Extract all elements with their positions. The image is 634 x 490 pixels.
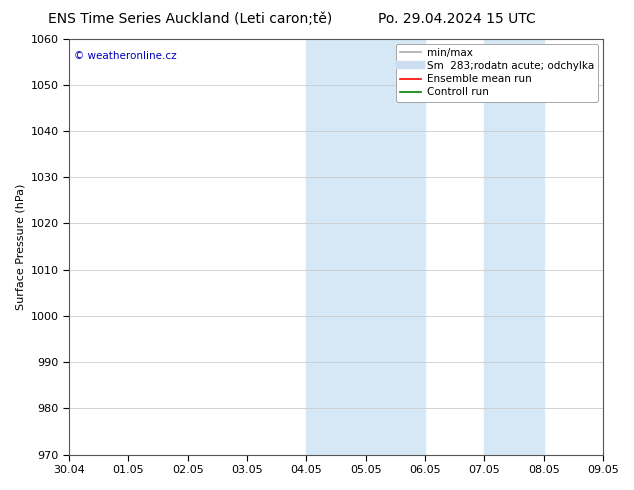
Legend: min/max, Sm  283;rodatn acute; odchylka, Ensemble mean run, Controll run: min/max, Sm 283;rodatn acute; odchylka, … (396, 44, 598, 101)
Text: © weatheronline.cz: © weatheronline.cz (74, 51, 177, 61)
Text: ENS Time Series Auckland (Leti caron;tě): ENS Time Series Auckland (Leti caron;tě) (48, 12, 332, 26)
Y-axis label: Surface Pressure (hPa): Surface Pressure (hPa) (15, 183, 25, 310)
Text: Po. 29.04.2024 15 UTC: Po. 29.04.2024 15 UTC (378, 12, 535, 26)
Bar (484, 39, 544, 455)
Bar (306, 39, 425, 455)
